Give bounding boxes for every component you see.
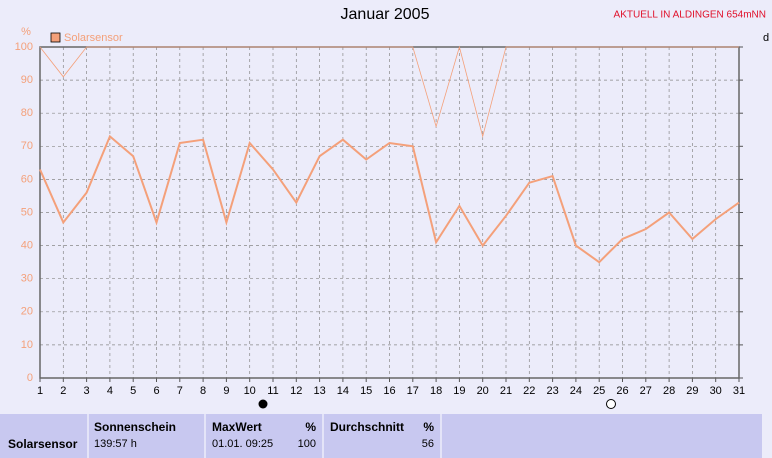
cell: 56 xyxy=(422,438,434,450)
cell: 01.01. 09:25 xyxy=(212,438,273,450)
moon-icon xyxy=(606,399,616,409)
x-tick-label: 31 xyxy=(733,385,745,397)
table: Solarsensor Sonnenschein 139:57 h MaxWer… xyxy=(0,414,762,458)
col-unit: % xyxy=(305,420,316,434)
y-tick-label: 70 xyxy=(21,140,33,152)
data-line xyxy=(39,45,739,138)
data-line xyxy=(39,134,740,264)
x-tick-label: 27 xyxy=(640,385,652,397)
y-tick-label: 0 xyxy=(27,372,33,384)
y-tick-label: 80 xyxy=(21,107,33,119)
x-tick-label: 3 xyxy=(84,385,90,397)
col-header: Durchschnitt xyxy=(330,420,404,434)
x-tick-label: 11 xyxy=(267,385,278,397)
y-tick-label: 40 xyxy=(21,240,33,252)
x-tick-label: 28 xyxy=(663,385,675,397)
x-tick-label: 19 xyxy=(453,385,465,397)
col-header: Sonnenschein xyxy=(94,420,176,434)
legend-swatch xyxy=(50,32,61,43)
x-tick-label: 12 xyxy=(290,385,302,397)
y-tick-label: 60 xyxy=(21,173,33,185)
x-tick-label: 4 xyxy=(107,385,113,397)
y-tick-label: 10 xyxy=(21,339,33,351)
x-tick-label: 25 xyxy=(593,385,605,397)
chart-title: Januar 2005 xyxy=(341,6,430,23)
x-tick-label: 6 xyxy=(153,385,159,397)
y-tick-label: 100 xyxy=(15,41,33,53)
x-tick-label: 5 xyxy=(130,385,136,397)
x-tick-label: 16 xyxy=(383,385,395,397)
x-tick-label: 13 xyxy=(313,385,325,397)
right-label: d xyxy=(763,32,769,44)
x-tick-label: 22 xyxy=(523,385,535,397)
y-tick-label: 20 xyxy=(21,306,33,318)
cell: 100 xyxy=(298,438,316,450)
x-tick-label: 23 xyxy=(546,385,558,397)
x-tick-label: 7 xyxy=(177,385,183,397)
y-tick-label: 50 xyxy=(21,206,33,218)
x-tick-label: 10 xyxy=(244,385,256,397)
legend-label: Solarsensor xyxy=(64,32,123,44)
x-tick-label: 30 xyxy=(710,385,722,397)
cell: 139:57 h xyxy=(94,438,137,450)
x-tick-label: 8 xyxy=(200,385,206,397)
col-header: MaxWert xyxy=(212,420,262,434)
y-tick-label: 30 xyxy=(21,273,33,285)
x-tick-label: 29 xyxy=(686,385,698,397)
row-label: Solarsensor xyxy=(8,437,78,451)
x-tick-label: 15 xyxy=(360,385,372,397)
x-tick-label: 24 xyxy=(570,385,582,397)
y-axis-label: % xyxy=(21,26,31,38)
x-tick-label: 2 xyxy=(60,385,66,397)
moon-icon xyxy=(258,399,268,409)
x-tick-label: 21 xyxy=(500,385,512,397)
x-tick-label: 14 xyxy=(337,385,349,397)
x-tick-label: 20 xyxy=(477,385,489,397)
col-unit: % xyxy=(423,420,434,434)
x-tick-label: 9 xyxy=(223,385,229,397)
x-tick-label: 1 xyxy=(37,385,43,397)
table-bg xyxy=(0,414,762,458)
subtitle: AKTUELL IN ALDINGEN 654mNN xyxy=(614,10,766,21)
x-tick-label: 18 xyxy=(430,385,442,397)
y-tick-label: 90 xyxy=(21,74,33,86)
x-tick-label: 17 xyxy=(407,385,419,397)
x-tick-label: 26 xyxy=(616,385,628,397)
